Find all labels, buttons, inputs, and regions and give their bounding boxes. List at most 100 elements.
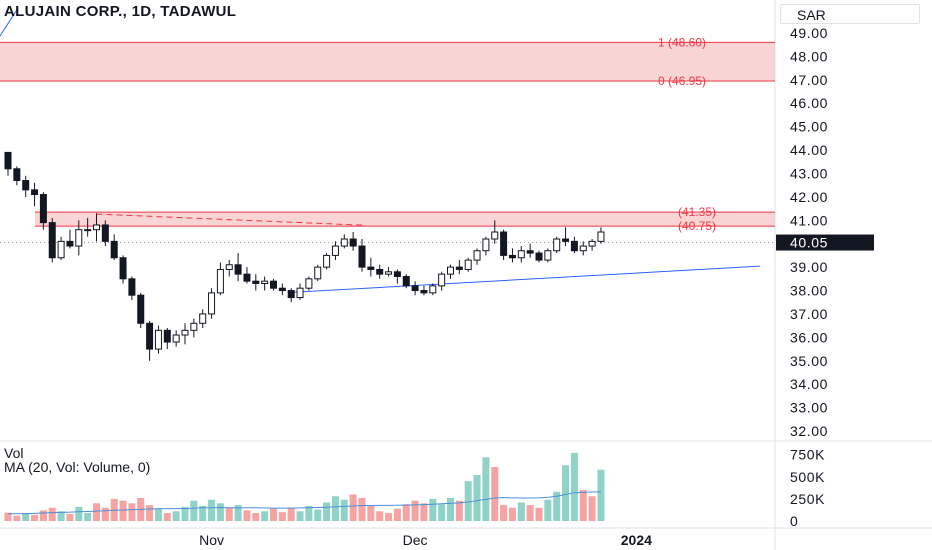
volume-bar [438,504,446,521]
candle-body [84,229,92,232]
candle-body [225,264,233,270]
candle-body [163,329,171,343]
volume-bar [93,503,100,521]
volume-bar [39,510,47,521]
chart-title[interactable]: ALUJAIN CORP., 1D, TADAWUL [4,3,237,20]
volume-bar [464,481,472,521]
candle-body [101,224,109,242]
last-price-label: 40.05 [790,235,828,251]
candle-body [376,268,384,275]
volume-bar [66,513,74,521]
candle-body [4,151,12,170]
candle-body [216,268,224,294]
candle-body [358,245,366,268]
candle-body [243,273,251,282]
time-tick-label: Dec [403,532,428,548]
candle-body [199,313,207,324]
candle-body [402,275,410,287]
price-tick-label: 42.00 [790,189,828,205]
price-tick-label: 32.00 [790,423,828,439]
volume-tick-label: 500K [790,469,825,485]
candle-body [544,250,552,261]
price-tick-label: 35.00 [790,353,828,369]
volume-bar [544,499,552,521]
volume-bar [358,498,366,521]
price-tick-label: 38.00 [790,283,828,299]
volume-bar [128,503,136,521]
volume-bar [146,505,154,521]
candle-body [13,168,21,181]
candle-body [119,257,127,280]
candle-body [393,271,401,277]
price-tick-label: 46.00 [790,95,828,111]
volume-ma-label[interactable]: MA (20, Vol: Volume, 0) [4,459,151,475]
volume-bar [491,467,499,521]
volume-label[interactable]: Vol [4,445,24,461]
volume-bar [482,457,490,521]
candle-body [208,292,216,315]
axes: 49.00 48.00 47.00 46.00 45.00 44.00 43.00 42.00… [199,25,874,548]
volume-tick-label: 0 [790,513,798,529]
candle-body [252,280,260,285]
candle-body [181,329,189,336]
candle-body [278,287,286,292]
candle-body [517,250,525,259]
price-tick-label: 36.00 [790,329,828,345]
volume-bars [4,452,605,521]
candle-body [464,259,472,270]
volume-bar [455,500,463,521]
earlier-trendline [0,7,19,37]
candle-body [588,240,596,247]
candle-body [535,252,543,261]
volume-bar [75,506,83,521]
zone-top-label: 1 (48.60) [658,35,706,49]
zone-fill [35,212,775,227]
candle-body [48,222,56,259]
volume-bar [119,500,127,521]
candle-body [93,224,100,231]
volume-bar [314,509,322,521]
zone-top-label: (41.35) [678,205,716,219]
volume-bar [305,505,313,521]
candle-body [261,280,269,285]
currency-selector[interactable]: SAR [780,4,920,24]
highlight-zones[interactable]: 1 (48.60) 0 (46.95) (41.35)(40.75) [0,35,775,233]
volume-bar [473,475,481,521]
volume-bar [296,511,304,521]
candle-body [110,240,118,259]
candle-body [331,245,339,256]
volume-bar [181,506,189,521]
price-tick-label: 39.00 [790,259,828,275]
candle-body [287,290,295,299]
volume-bar [270,508,277,521]
price-tick-label: 45.00 [790,119,828,135]
candle-body [296,287,304,299]
zone-fill [0,42,775,81]
candle-body [508,254,516,259]
trendlines[interactable] [0,7,761,294]
candle-body [447,266,454,275]
volume-bar [261,511,269,521]
volume-bar [163,513,171,521]
volume-bar [526,505,534,521]
volume-bar [562,465,570,521]
volume-bar [393,508,401,521]
volume-bar [323,502,331,521]
candle-body [31,189,39,196]
zone-bottom-label: 0 (46.95) [658,74,706,88]
candle-body [57,240,65,259]
volume-bar [508,507,516,521]
price-tick-label: 49.00 [790,25,828,41]
candle-body [66,240,74,247]
volume-bar [447,498,454,521]
volume-bar [208,499,216,521]
volume-bar [154,508,162,521]
candle-body [349,238,357,247]
volume-bar [331,496,339,521]
volume-bar [278,512,286,521]
time-tick-label: Nov [199,532,224,548]
candle-body [579,245,587,252]
candle-body [234,264,242,275]
candle-body [367,266,375,270]
